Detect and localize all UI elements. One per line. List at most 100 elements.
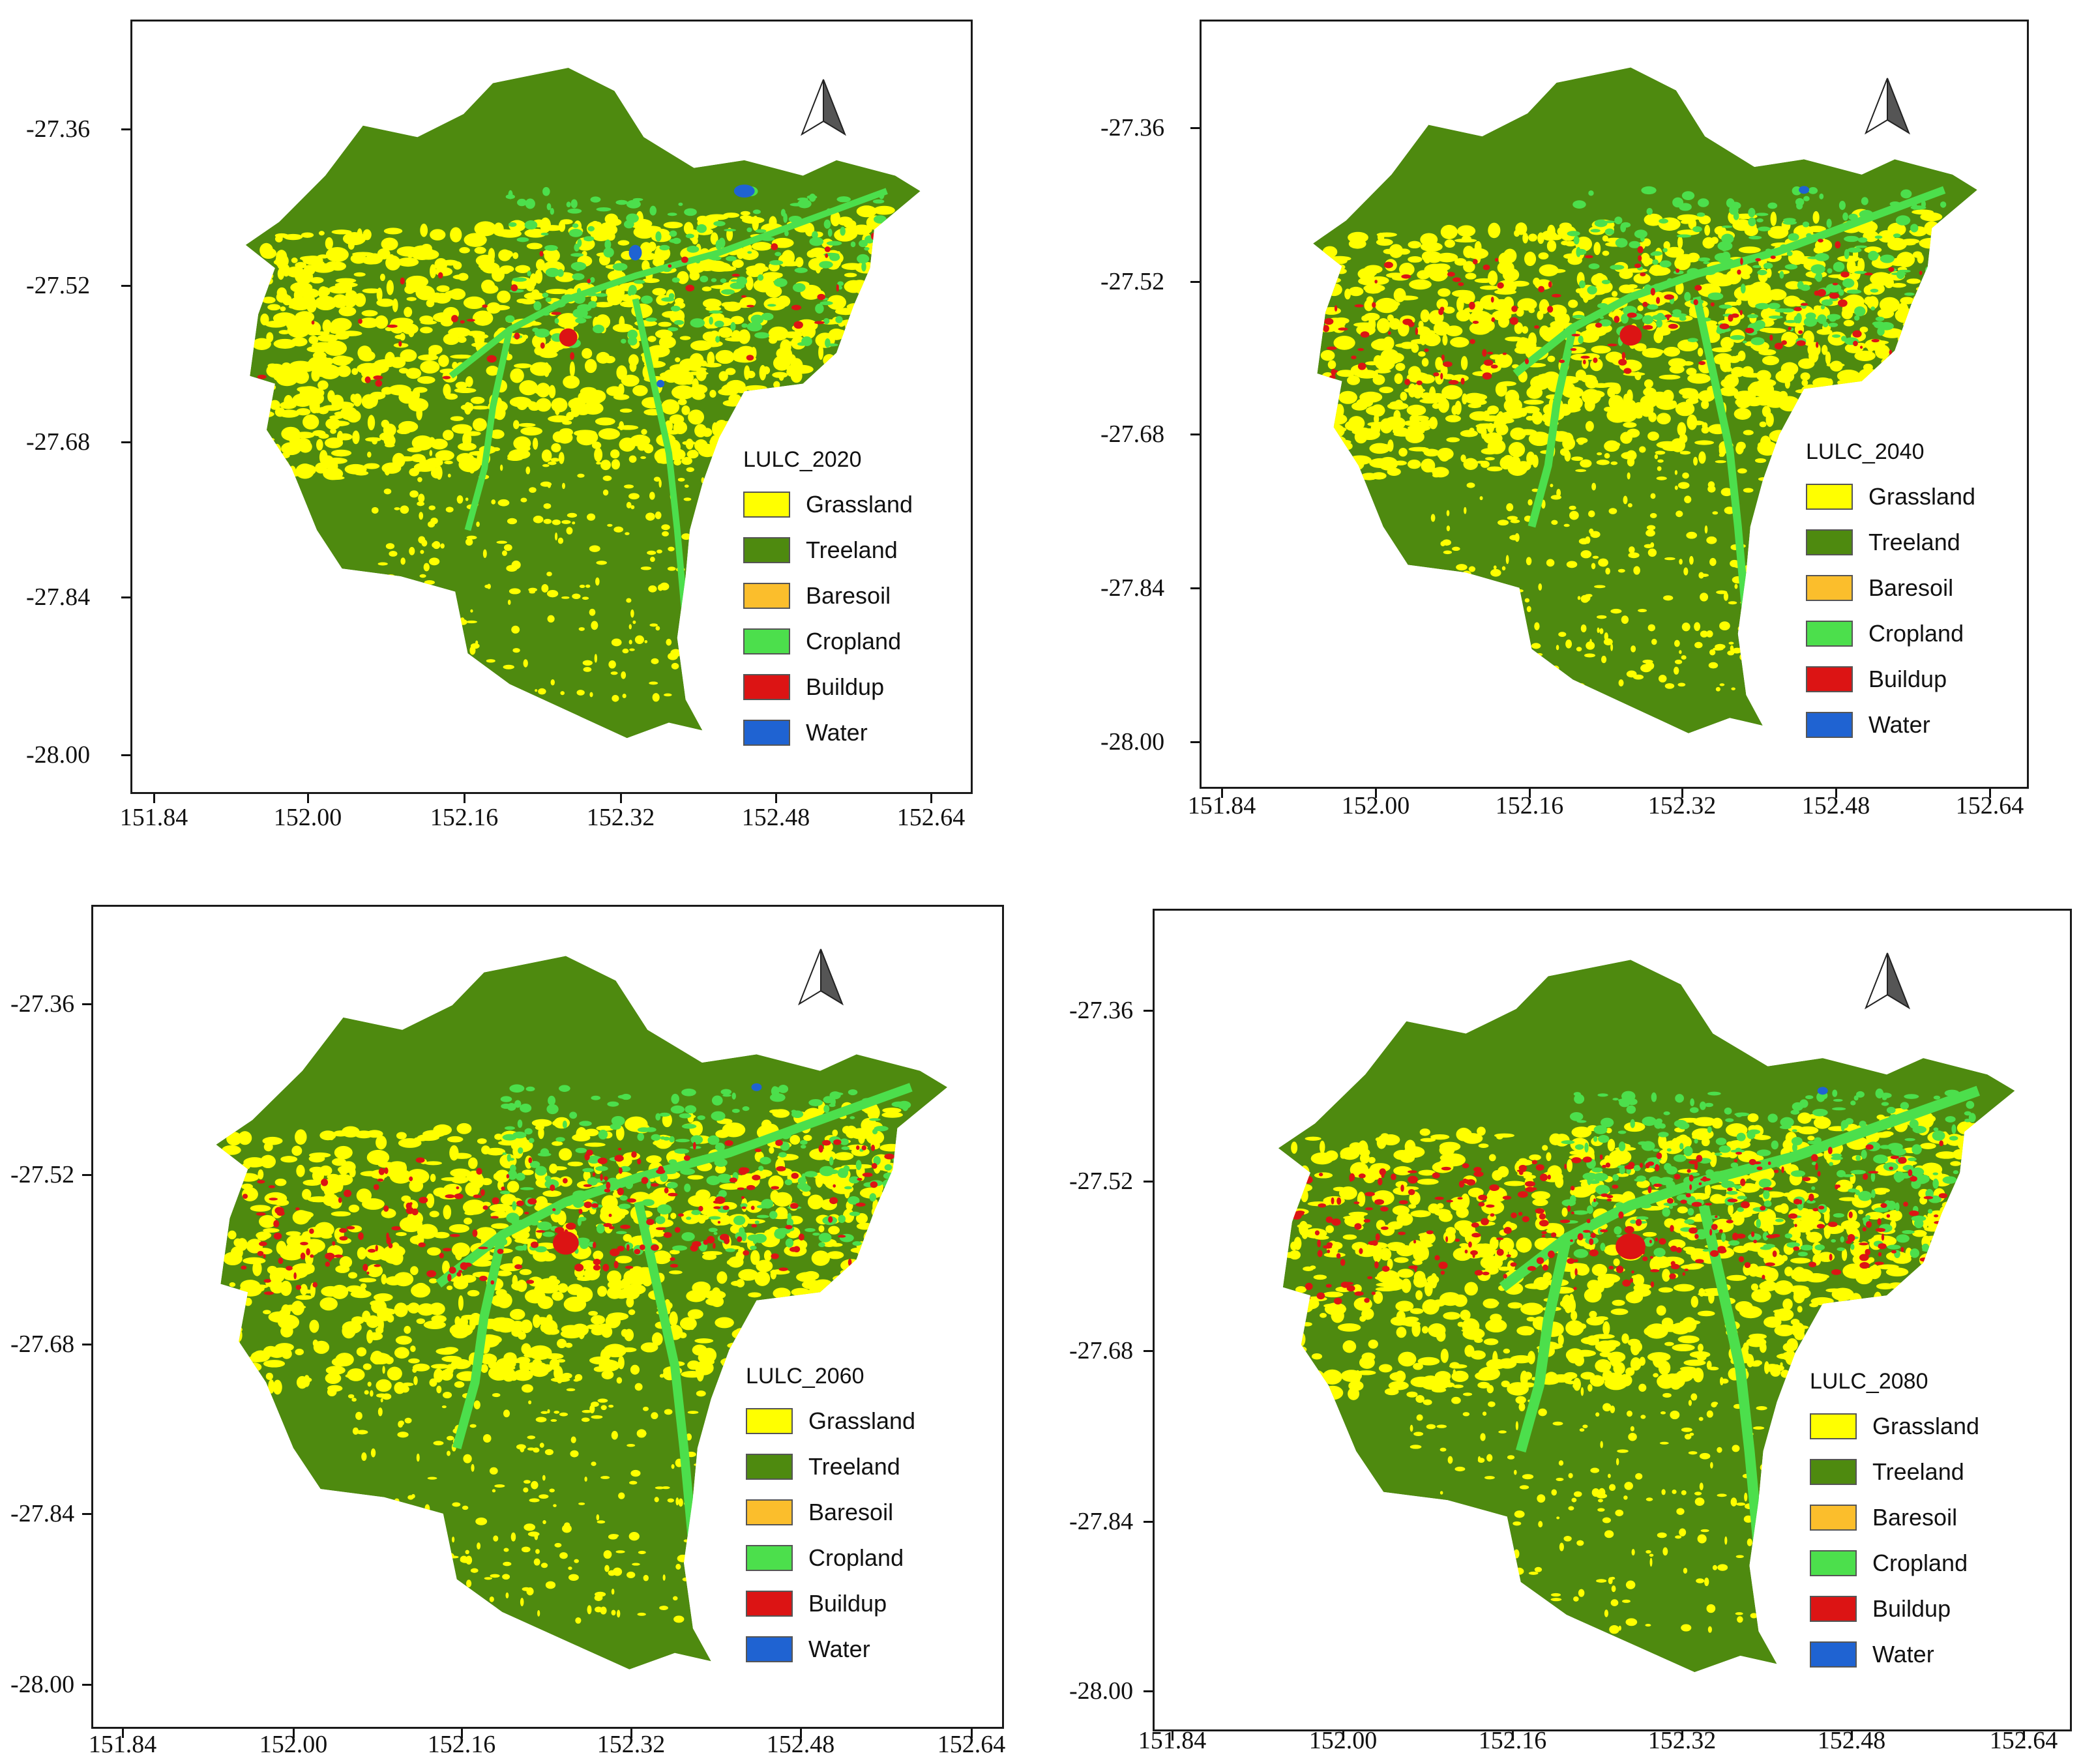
- grassland-patch: [1506, 503, 1514, 512]
- grassland-patch: [1820, 385, 1827, 397]
- grassland-patch: [1400, 391, 1408, 401]
- cropland-patch: [714, 320, 724, 328]
- y-tick-mark: [82, 1513, 91, 1515]
- grassland-patch: [670, 1213, 677, 1220]
- grassland-patch: [1713, 353, 1734, 366]
- grassland-patch: [235, 1293, 246, 1306]
- buildup-patch: [1607, 344, 1617, 347]
- cropland-patch: [891, 1101, 907, 1108]
- buildup-patch: [668, 264, 672, 268]
- buildup-patch: [639, 1244, 645, 1250]
- grassland-patch: [1951, 1324, 1972, 1339]
- grassland-patch: [591, 621, 598, 630]
- cropland-patch: [902, 1196, 908, 1201]
- cropland-patch: [1692, 226, 1702, 233]
- y-tick-label: -27.84: [26, 583, 91, 611]
- grassland-patch: [1732, 647, 1742, 654]
- grassland-patch: [362, 643, 374, 652]
- grassland-patch: [598, 428, 620, 440]
- grassland-patch: [1546, 1229, 1555, 1233]
- grassland-patch: [1719, 683, 1725, 686]
- grassland-patch: [651, 658, 659, 664]
- grassland-patch: [1854, 393, 1861, 398]
- grassland-patch: [346, 409, 361, 423]
- grassland-patch: [1867, 427, 1878, 434]
- grassland-patch: [263, 1227, 280, 1233]
- buildup-patch: [1472, 321, 1479, 324]
- grassland-patch: [1895, 308, 1915, 323]
- cropland-patch: [1880, 254, 1895, 263]
- grassland-patch: [1329, 413, 1348, 425]
- grassland-patch: [628, 1532, 640, 1541]
- grassland-patch: [869, 372, 878, 377]
- grassland-patch: [468, 1157, 478, 1169]
- grassland-patch: [1522, 232, 1529, 244]
- grassland-patch: [721, 1377, 728, 1387]
- buildup-patch: [751, 1224, 758, 1228]
- grassland-patch: [669, 364, 693, 372]
- grassland-patch: [1650, 493, 1656, 499]
- grassland-patch: [1367, 422, 1388, 427]
- grassland-patch: [420, 360, 440, 374]
- grassland-patch: [1379, 387, 1394, 394]
- cropland-patch: [784, 230, 789, 237]
- grassland-patch: [876, 1280, 891, 1292]
- cropland-patch: [1666, 278, 1674, 286]
- grassland-patch: [244, 1297, 252, 1306]
- grassland-patch: [1566, 561, 1578, 568]
- grassland-patch: [661, 1486, 670, 1490]
- grassland-patch: [385, 574, 396, 580]
- grassland-patch: [863, 1289, 874, 1295]
- cropland-patch: [506, 1213, 520, 1224]
- cropland-patch: [843, 1169, 848, 1178]
- grassland-patch: [628, 1309, 636, 1316]
- grassland-patch: [335, 278, 357, 284]
- cropland-patch: [545, 267, 560, 278]
- grassland-patch: [698, 564, 707, 572]
- grassland-patch: [1679, 450, 1691, 455]
- x-tick-mark: [461, 1729, 463, 1738]
- buildup-patch: [456, 1272, 462, 1277]
- grassland-patch: [1496, 1134, 1503, 1139]
- grassland-patch: [1726, 1274, 1747, 1281]
- grassland-patch: [703, 635, 715, 641]
- cropland-patch: [761, 312, 774, 321]
- cropland-patch: [580, 1241, 589, 1249]
- grassland-patch: [410, 1266, 419, 1276]
- grassland-patch: [884, 1272, 898, 1281]
- cropland-patch: [1730, 334, 1745, 340]
- grassland-patch: [369, 1608, 374, 1617]
- grassland-patch: [231, 1338, 240, 1347]
- grassland-patch: [1526, 557, 1532, 566]
- grassland-patch: [1682, 393, 1690, 399]
- buildup-patch: [535, 1230, 545, 1233]
- grassland-patch: [422, 623, 426, 626]
- cropland-patch: [690, 318, 705, 328]
- grassland-patch: [1900, 297, 1915, 304]
- grassland-patch: [357, 1247, 367, 1260]
- buildup-patch: [1354, 304, 1364, 308]
- grassland-patch: [687, 1411, 699, 1414]
- grassland-patch: [687, 371, 709, 375]
- cropland-patch: [672, 1245, 688, 1251]
- grassland-patch: [773, 355, 791, 371]
- grassland-patch: [1955, 1276, 1973, 1287]
- grassland-patch: [683, 497, 692, 501]
- cropland-patch: [512, 277, 527, 282]
- grassland-patch: [421, 1564, 433, 1570]
- buildup-patch: [1668, 323, 1678, 329]
- buildup-patch: [286, 1265, 293, 1271]
- buildup-patch: [1838, 299, 1848, 307]
- grassland-patch: [409, 490, 419, 498]
- cropland-patch: [778, 1084, 789, 1093]
- cropland-patch: [742, 1106, 750, 1111]
- grassland-patch: [1863, 285, 1874, 295]
- grassland-patch: [519, 380, 538, 396]
- grassland-patch: [1769, 642, 1780, 651]
- buildup-patch: [1840, 271, 1850, 278]
- grassland-patch: [499, 695, 502, 699]
- north-arrow-icon: [1864, 77, 1911, 139]
- grassland-patch: [849, 364, 861, 377]
- grassland-patch: [1342, 458, 1365, 471]
- grassland-patch: [319, 366, 340, 379]
